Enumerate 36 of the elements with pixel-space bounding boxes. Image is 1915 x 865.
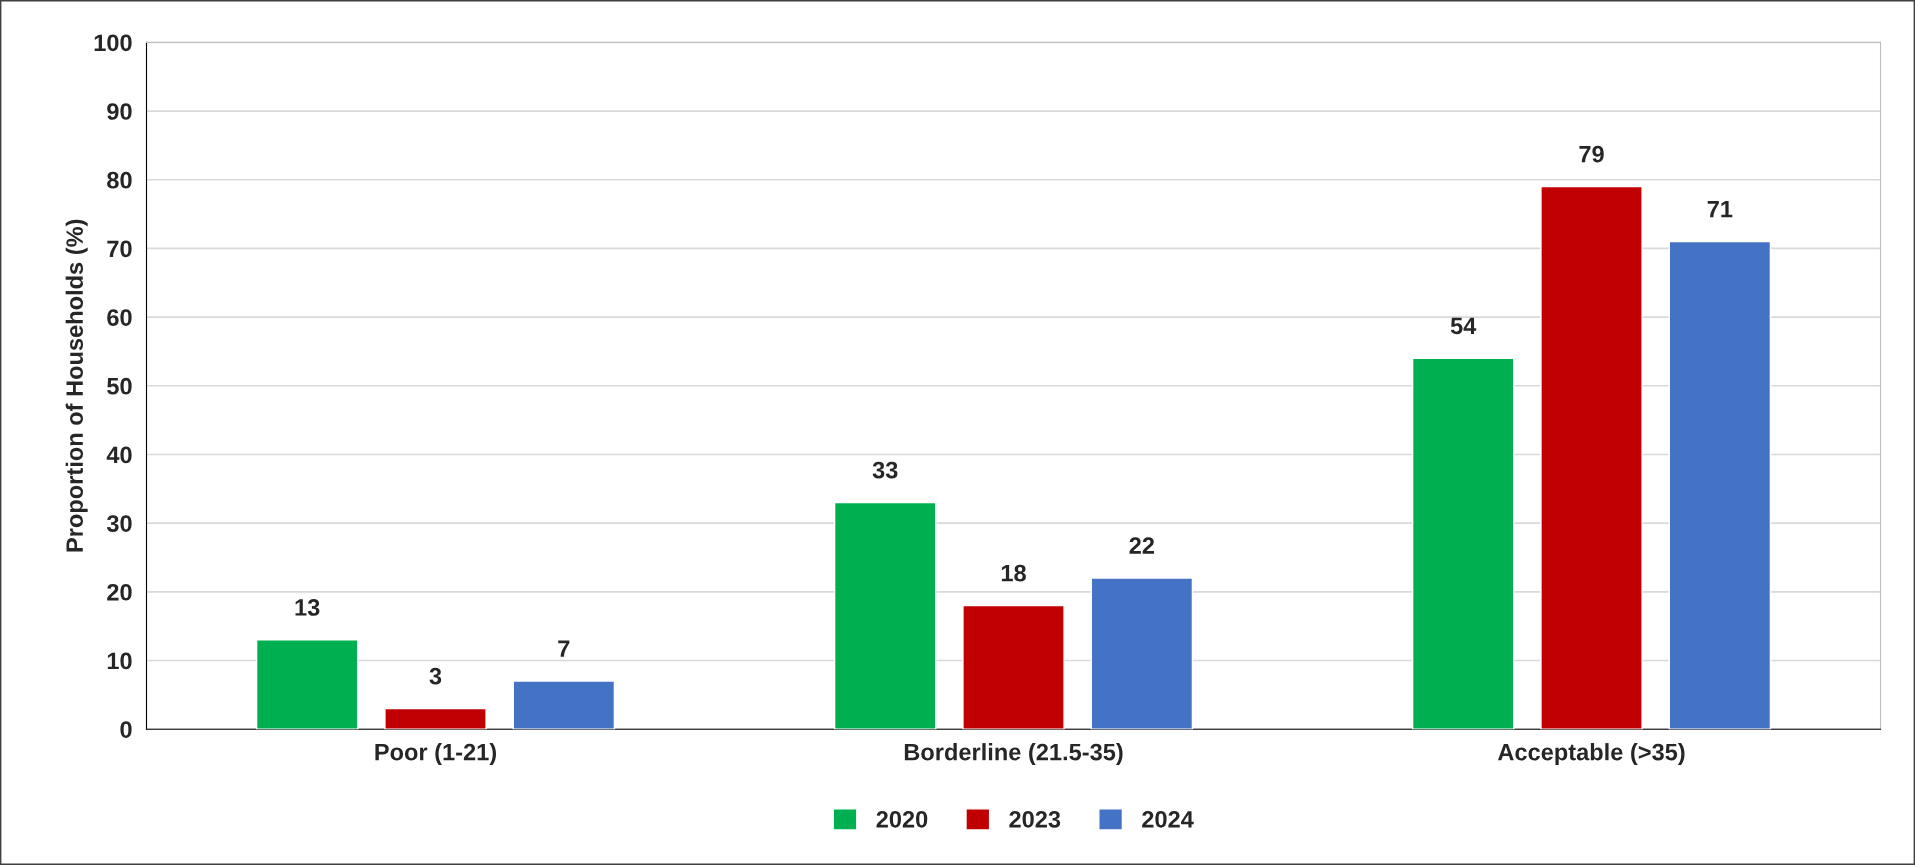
bar [833,501,937,730]
bar [1090,577,1194,730]
bar [1540,185,1643,730]
legend-label: 2024 [1142,810,1194,828]
y-tick-label: 80 [107,171,132,189]
data-label: 13 [295,599,320,616]
y-tick-label: 30 [106,515,132,532]
x-tick-label: Acceptable (>35) [1497,743,1685,766]
data-label: 79 [1579,145,1604,163]
data-label: 22 [1129,537,1155,554]
bar [255,639,359,730]
bar [512,680,616,730]
bar [1411,357,1515,730]
x-tick-label: Borderline (21.5-35) [904,743,1123,766]
data-label: 18 [1001,564,1026,582]
y-tick-label: 20 [107,583,132,601]
bar [384,707,487,730]
y-tick-label: 60 [107,309,132,326]
data-label: 33 [872,461,898,479]
data-label: 71 [1707,200,1733,218]
bar [1668,240,1772,730]
x-tick-label: Poor (1-21) [375,743,496,766]
y-tick-label: 90 [107,103,132,120]
legend-label: 2020 [876,810,928,828]
y-tick-label: 40 [106,446,132,464]
legend-label: 2023 [1009,810,1061,828]
y-tick-label: 70 [107,240,132,258]
y-tick-label: 100 [94,34,132,52]
data-label: 54 [1450,317,1477,335]
data-label: 3 [429,667,442,685]
y-tick-label: 0 [120,721,132,738]
bar [962,604,1065,730]
y-tick-label: 10 [107,652,132,670]
y-tick-label: 50 [107,377,132,395]
y-axis-title: Proportion of Households (%) [65,219,88,552]
data-label: 7 [558,640,570,657]
